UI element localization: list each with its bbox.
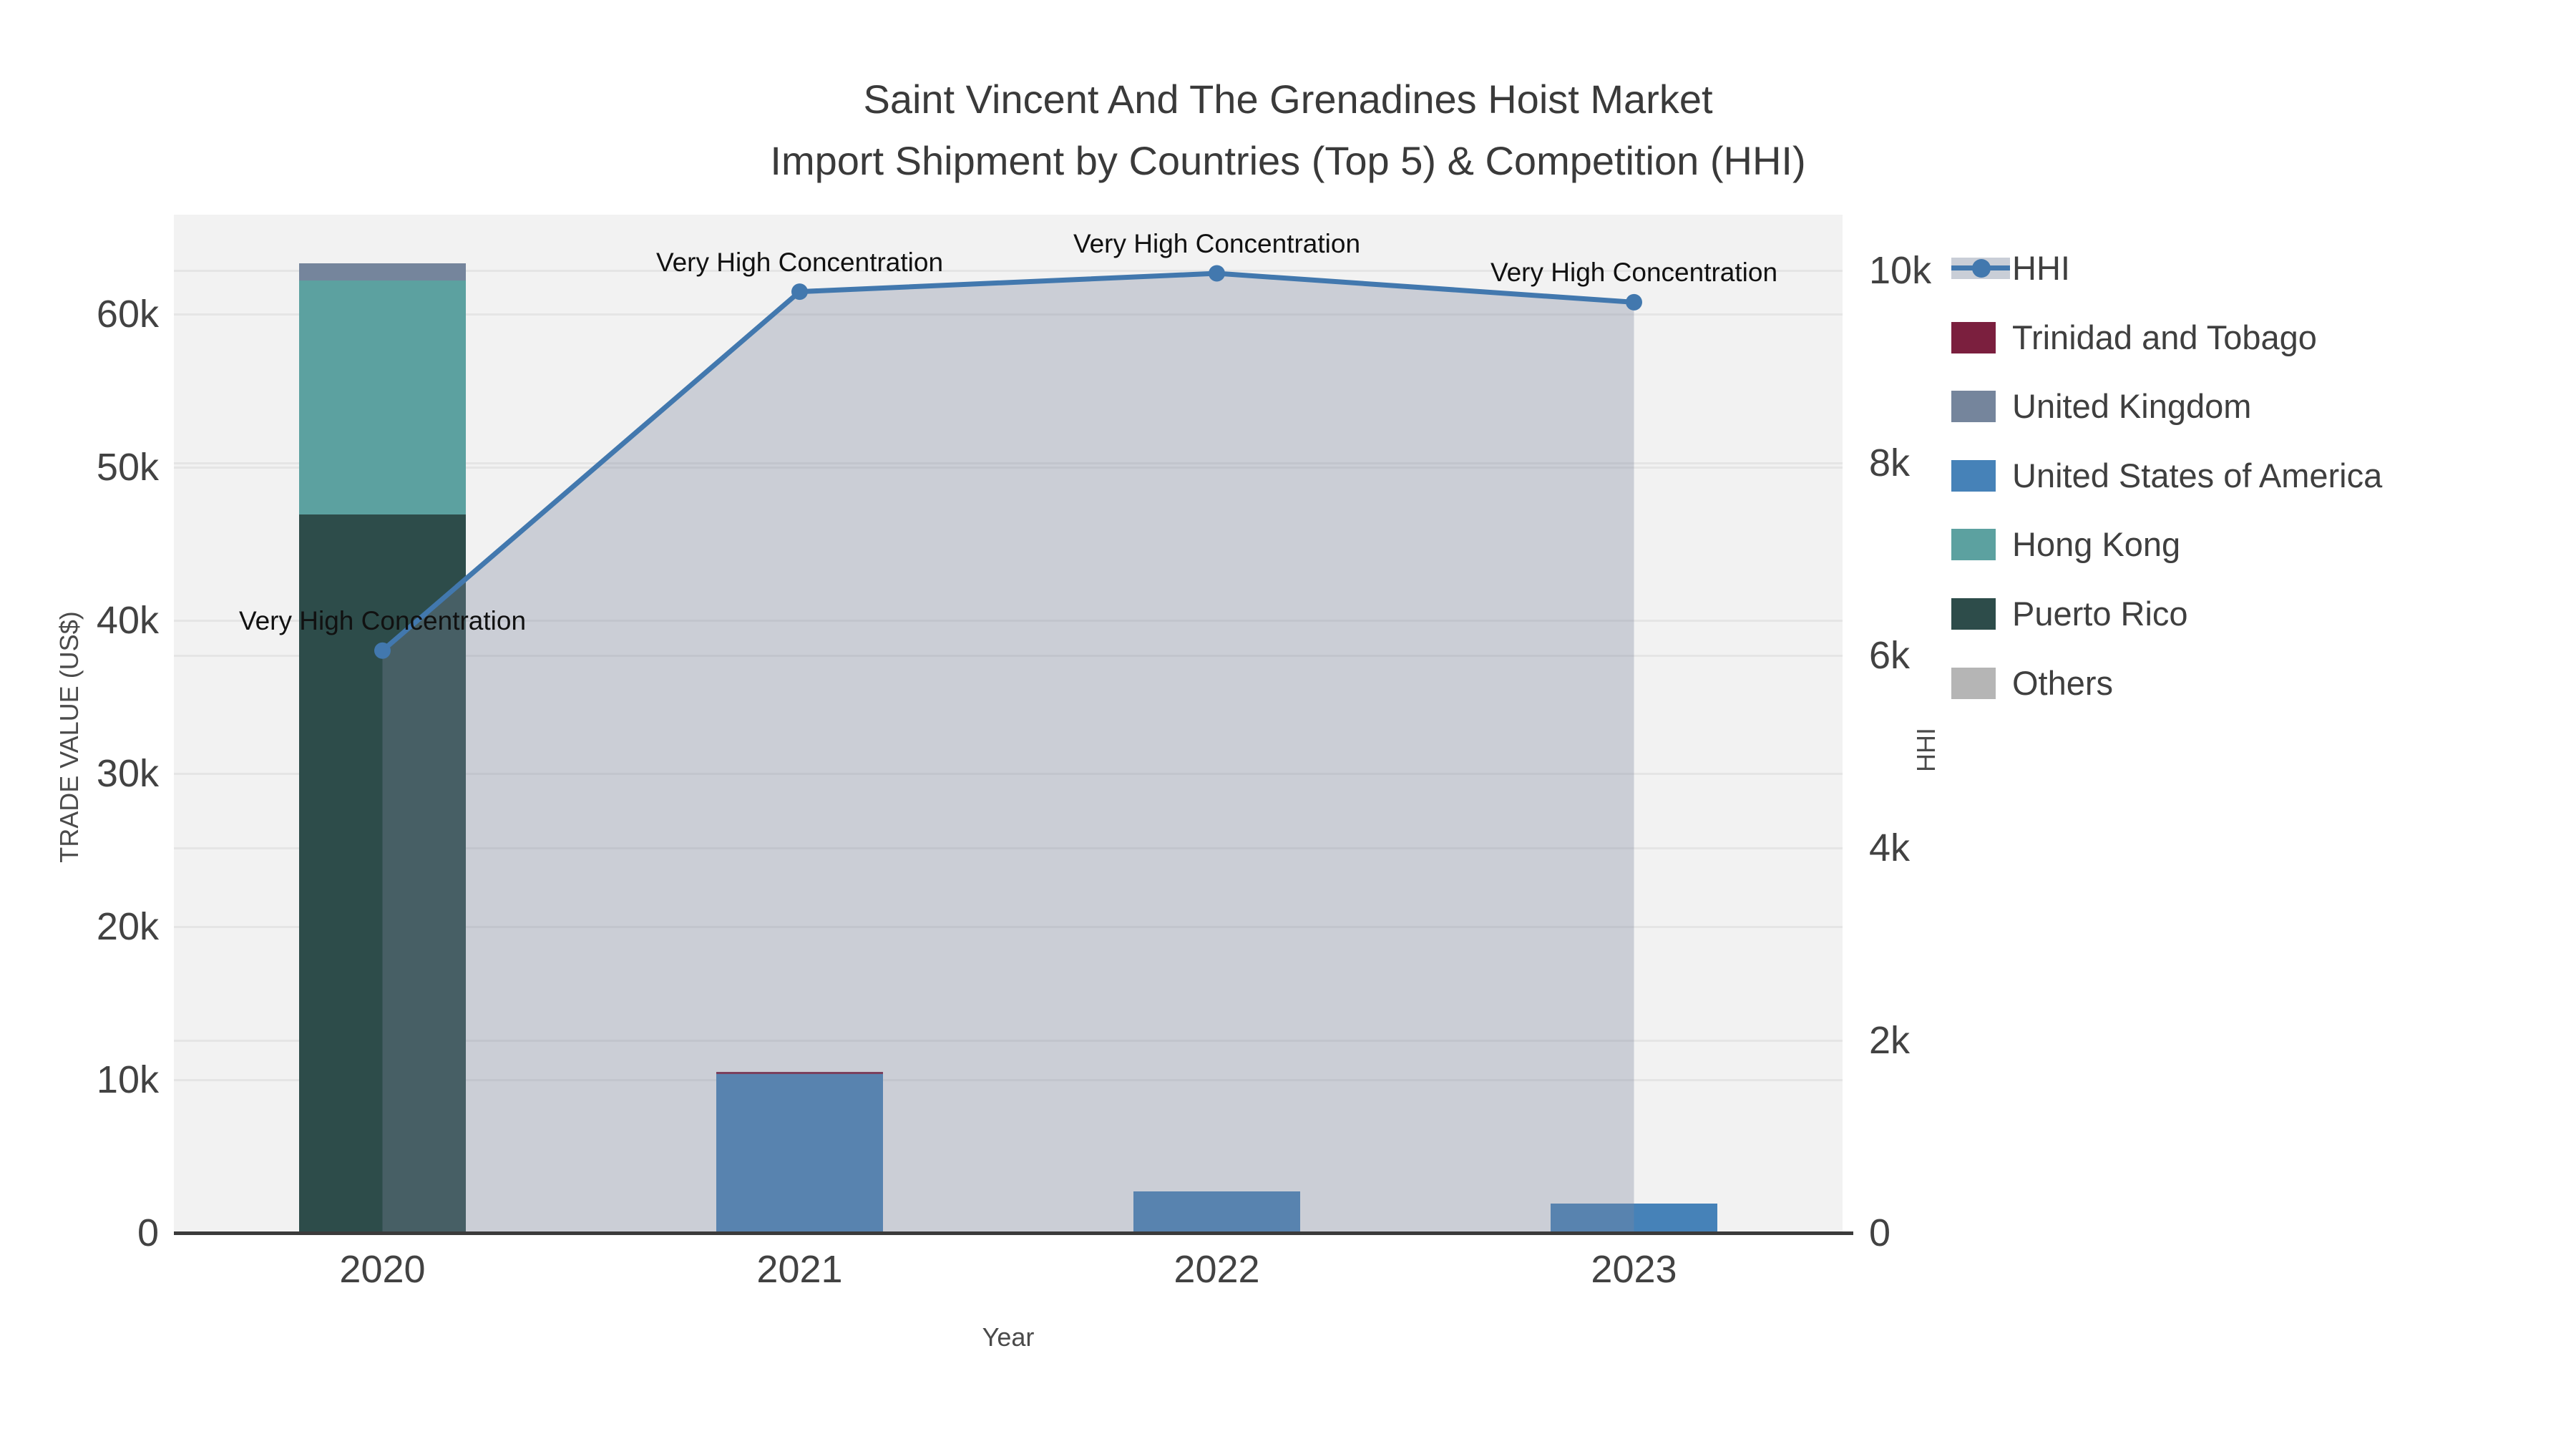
gridline-left-axis: [174, 772, 1843, 775]
annotation-2021: Very High Concentration: [655, 247, 944, 277]
gridline-left-axis: [174, 1078, 1843, 1081]
right-tick-6k: 6k: [1869, 634, 1911, 677]
hhi-marker-2020[interactable]: [374, 642, 391, 659]
chart-title-line2: Import Shipment by Countries (Top 5) & C…: [770, 138, 1806, 183]
annotation-2023: Very High Concentration: [1490, 258, 1778, 288]
annotation-2022: Very High Concentration: [1073, 229, 1361, 259]
legend-label: HHI: [2012, 249, 2070, 287]
gridline-right-axis: [174, 654, 1843, 657]
right-tick-2k: 2k: [1869, 1019, 1911, 1062]
legend-item-united-kingdom[interactable]: United Kingdom: [1943, 385, 2572, 428]
right-tick-8k: 8k: [1869, 441, 1911, 484]
left-tick-10k: 10k: [96, 1058, 159, 1101]
chart-title: Saint Vincent And The Grenadines Hoist M…: [0, 69, 2576, 192]
gridline-left-axis: [174, 925, 1843, 928]
legend-color-swatch: [1951, 321, 1996, 353]
gridline-right-axis: [174, 1039, 1843, 1042]
chart-title-line1: Saint Vincent And The Grenadines Hoist M…: [863, 77, 1713, 122]
hhi-area: [382, 273, 1634, 1233]
legend-label: Trinidad and Tobago: [2012, 318, 2317, 356]
legend-item-hong-kong[interactable]: Hong Kong: [1943, 523, 2572, 566]
bar-segment-united-states-of-america-2021[interactable]: [716, 1073, 883, 1233]
left-tick-60k: 60k: [96, 293, 159, 336]
plot-area[interactable]: [174, 215, 1843, 1233]
hhi-marker-2022[interactable]: [1209, 265, 1225, 282]
left-tick-40k: 40k: [96, 599, 159, 643]
x-tick-2021: 2021: [756, 1248, 843, 1291]
legend-item-hhi[interactable]: HHI: [1943, 247, 2572, 290]
left-tick-50k: 50k: [96, 446, 159, 489]
hhi-marker-2023[interactable]: [1626, 293, 1642, 311]
bar-segment-united-kingdom-2020[interactable]: [299, 263, 466, 280]
legend-item-united-states-of-america[interactable]: United States of America: [1943, 454, 2572, 497]
legend-item-puerto-rico[interactable]: Puerto Rico: [1943, 592, 2572, 635]
legend-label: Puerto Rico: [2012, 595, 2188, 633]
legend-item-others[interactable]: Others: [1943, 662, 2572, 705]
bar-segment-trinidad-and-tobago-2021[interactable]: [716, 1071, 883, 1074]
left-tick-0: 0: [137, 1211, 159, 1254]
annotation-2020: Very High Concentration: [238, 606, 527, 636]
legend-color-swatch: [1951, 459, 1996, 492]
bar-segment-hong-kong-2020[interactable]: [299, 280, 466, 515]
y-axis-title: TRADE VALUE (US$): [54, 611, 84, 863]
legend-color-swatch: [1951, 598, 1996, 630]
y2-axis-title: HHI: [1911, 728, 1941, 772]
x-tick-2023: 2023: [1591, 1248, 1677, 1291]
legend-item-trinidad-and-tobago[interactable]: Trinidad and Tobago: [1943, 316, 2572, 359]
gridline-right-axis: [174, 269, 1843, 272]
legend-label: United Kingdom: [2012, 387, 2252, 426]
bar-segment-united-states-of-america-2023[interactable]: [1551, 1204, 1717, 1233]
right-tick-10k: 10k: [1869, 249, 1932, 292]
hhi-marker-2021[interactable]: [791, 283, 808, 301]
x-tick-2020: 2020: [339, 1248, 426, 1291]
right-tick-4k: 4k: [1869, 826, 1911, 869]
legend-label: Hong Kong: [2012, 525, 2181, 564]
bar-segment-united-states-of-america-2022[interactable]: [1133, 1191, 1300, 1233]
legend-color-swatch: [1951, 667, 1996, 699]
right-tick-0: 0: [1869, 1211, 1891, 1254]
x-tick-2022: 2022: [1174, 1248, 1260, 1291]
legend-color-swatch: [1951, 391, 1996, 423]
x-axis-title: Year: [982, 1322, 1035, 1352]
gridline-right-axis: [174, 847, 1843, 849]
legend-color-swatch: [1951, 529, 1996, 561]
legend-label: United States of America: [2012, 456, 2383, 494]
left-tick-20k: 20k: [96, 905, 159, 949]
left-tick-30k: 30k: [96, 752, 159, 796]
x-axis-line: [174, 1231, 1853, 1235]
legend-label: Others: [2012, 663, 2114, 702]
hhi-marker-swatch: [1972, 259, 1991, 278]
